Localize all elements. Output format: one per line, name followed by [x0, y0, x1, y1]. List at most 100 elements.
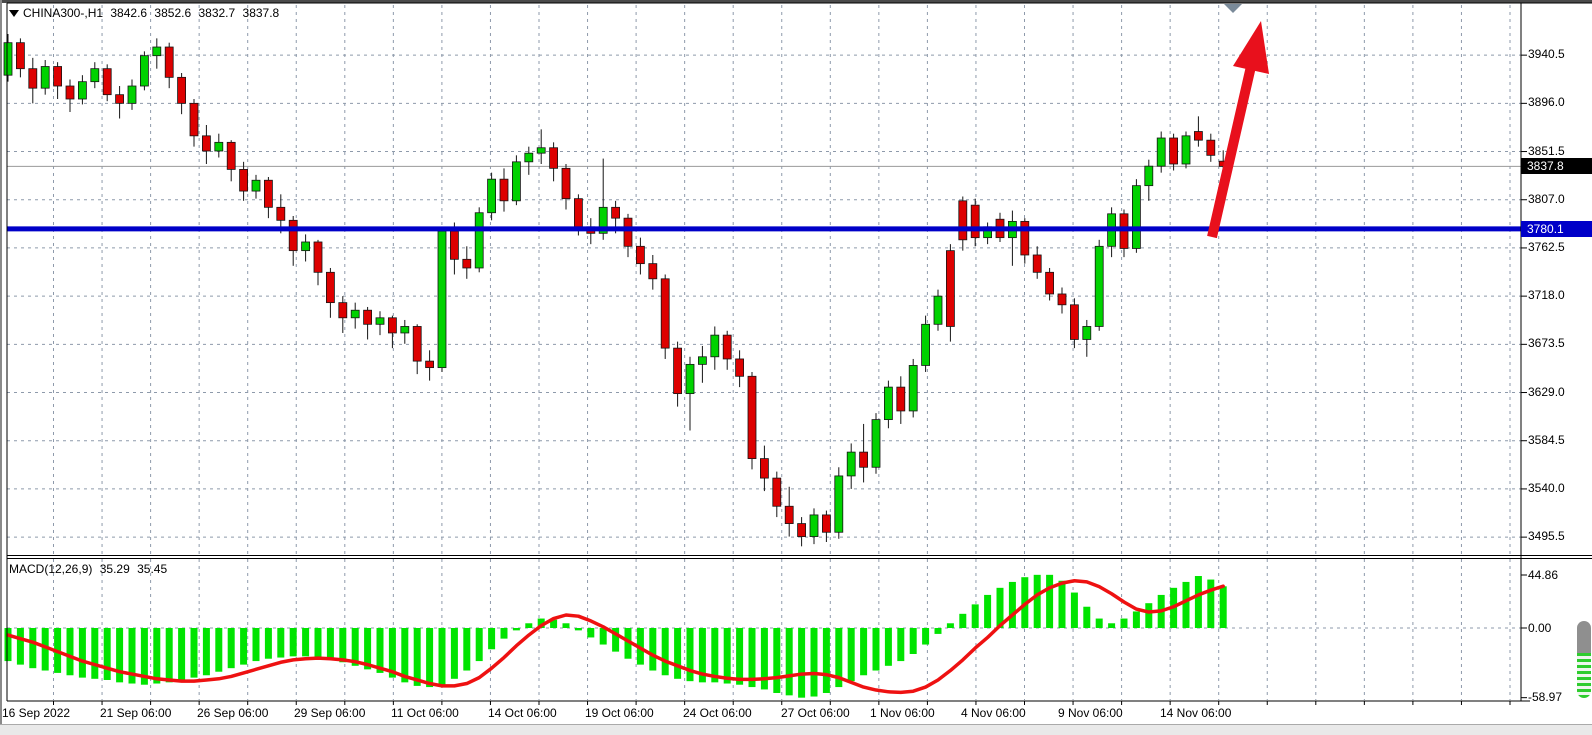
macd-histogram-bar [934, 628, 942, 634]
macd-histogram-bar [562, 623, 570, 628]
candle-body [40, 66, 50, 89]
macd-histogram-bar [1070, 592, 1078, 628]
macd-histogram-bar [326, 628, 334, 660]
candle-body [102, 68, 112, 96]
candle-body [1032, 254, 1042, 273]
macd-histogram-bar [1194, 576, 1202, 628]
candle-body [201, 135, 211, 152]
candle-body [499, 178, 509, 202]
macd-histogram-bar [847, 628, 855, 682]
macd-histogram-bar [835, 628, 843, 688]
macd-indicator-label: MACD(12,26,9) 35.29 35.45 [9, 562, 171, 576]
candle-body [846, 451, 856, 477]
time-tick-label: 24 Oct 06:00 [683, 706, 752, 720]
macd-main-value: 35.29 [99, 562, 130, 576]
candle-body [1144, 165, 1154, 187]
time-tick-label: 29 Sep 06:00 [294, 706, 366, 720]
macd-histogram-bar [302, 628, 310, 657]
up-arrow-head[interactable] [1233, 21, 1269, 74]
candle-body [784, 505, 794, 524]
candle-body [1206, 139, 1216, 156]
candle-body [623, 217, 633, 247]
candle-body [239, 169, 249, 192]
macd-histogram-bar [587, 628, 595, 638]
macd-histogram-bar [711, 628, 719, 683]
candle-body [449, 230, 459, 260]
candle-body [536, 147, 546, 154]
price-tick-label: 3673.5 [1528, 336, 1565, 351]
macd-histogram-bar [599, 628, 607, 645]
candle-body [263, 179, 273, 208]
time-tick-label: 14 Oct 06:00 [488, 706, 557, 720]
macd-histogram-bar [376, 628, 384, 673]
candle-body [1156, 137, 1166, 167]
macd-histogram-bar [674, 628, 682, 679]
macd-histogram-bar [550, 619, 558, 628]
candle-body [636, 245, 645, 265]
macd-histogram-bar [41, 628, 49, 671]
candle-body [1057, 293, 1067, 306]
macd-histogram-bar [884, 628, 892, 666]
candle-body [350, 309, 360, 319]
price-tick-label: 3851.5 [1528, 143, 1565, 158]
candle-body [301, 241, 311, 252]
candle-body [1094, 245, 1104, 327]
candle-body [152, 46, 162, 57]
macd-histogram-bar [1182, 581, 1190, 628]
candle-body [946, 250, 955, 327]
macd-histogram-bar [512, 628, 520, 631]
scroll-indicator[interactable] [1577, 621, 1591, 698]
macd-histogram-bar [785, 628, 793, 696]
up-arrow-shaft[interactable] [1207, 60, 1257, 239]
time-tick-label: 14 Nov 06:00 [1160, 706, 1232, 720]
candle-body [1082, 326, 1092, 340]
macd-histogram-bar [116, 628, 124, 683]
candle-body [53, 66, 62, 87]
ohlc-open: 3842.6 [110, 6, 148, 20]
candle-body [127, 85, 137, 104]
candle-body [797, 523, 806, 537]
macd-histogram-bar [29, 628, 37, 669]
candle-body [760, 458, 769, 479]
horizontal-line-price-tag[interactable]: 3780.1 [1521, 220, 1592, 237]
candle-body [747, 375, 757, 459]
candle-body [648, 263, 658, 280]
macd-histogram-bar [946, 623, 954, 628]
macd-histogram-bar [16, 628, 24, 665]
price-tick-label: 3896.0 [1528, 95, 1565, 110]
macd-histogram-bar [525, 623, 533, 628]
chart-shift-marker-icon[interactable] [1224, 4, 1242, 13]
candle-body [1132, 185, 1141, 249]
candle-body [90, 68, 100, 83]
time-tick-label: 16 Sep 2022 [2, 706, 71, 720]
time-tick-label: 1 Nov 06:00 [870, 706, 935, 720]
macd-histogram-bar [91, 628, 99, 679]
macd-histogram-bar [66, 628, 74, 676]
macd-histogram-bar [1219, 586, 1227, 628]
candle-body [970, 204, 980, 239]
macd-histogram-bar [252, 628, 260, 662]
candle-body [772, 477, 782, 507]
macd-histogram-bar [698, 628, 706, 683]
candle-body [896, 386, 906, 412]
window-frame-bottom [0, 724, 1592, 735]
macd-histogram-bar [264, 628, 272, 659]
time-tick-label: 9 Nov 06:00 [1058, 706, 1123, 720]
candle-body [375, 317, 385, 325]
candle-body [735, 358, 744, 377]
symbol-dropdown-icon[interactable] [9, 10, 19, 18]
candle-body [822, 514, 831, 533]
candle-body [1169, 137, 1178, 165]
candle-body [871, 419, 881, 468]
macd-histogram-bar [426, 628, 434, 688]
candle-body [3, 42, 13, 76]
macd-histogram-bar [165, 628, 173, 683]
candle-body [710, 334, 720, 358]
macd-histogram-bar [996, 587, 1004, 628]
candle-body [524, 152, 534, 163]
macd-histogram-bar [488, 628, 496, 650]
macd-histogram-bar [240, 628, 248, 665]
candle-body [834, 475, 844, 533]
price-tick-label: 3940.5 [1528, 47, 1565, 62]
